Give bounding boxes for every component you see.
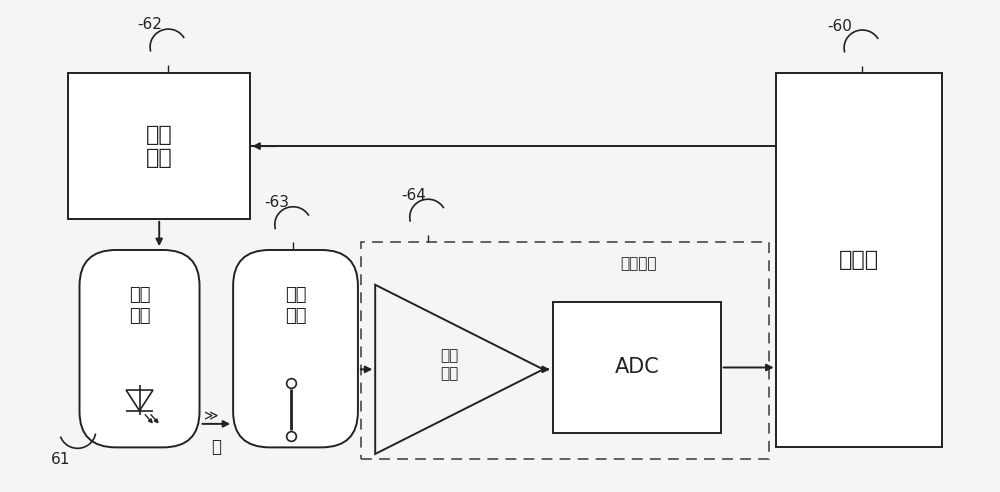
FancyBboxPatch shape: [233, 250, 358, 447]
Bar: [776, 73, 942, 447]
Text: 光发
射器: 光发 射器: [129, 286, 150, 325]
Text: 61: 61: [51, 452, 70, 467]
Bar: [553, 302, 721, 433]
Text: -63: -63: [264, 195, 289, 211]
FancyBboxPatch shape: [80, 250, 200, 447]
Text: -60: -60: [827, 19, 852, 34]
Text: 驱动
电路: 驱动 电路: [146, 124, 173, 168]
Text: 光: 光: [211, 438, 221, 456]
Text: 光探
测器: 光探 测器: [285, 286, 306, 325]
Text: -62: -62: [138, 17, 163, 32]
Text: ≫: ≫: [204, 409, 219, 423]
Text: -64: -64: [401, 188, 426, 203]
Text: ADC: ADC: [614, 358, 659, 377]
Text: 调节电路: 调节电路: [620, 256, 656, 272]
Text: 放大
电路: 放大 电路: [440, 348, 459, 381]
Text: 处理器: 处理器: [839, 250, 879, 270]
Bar: [361, 243, 769, 459]
Bar: [68, 73, 250, 219]
